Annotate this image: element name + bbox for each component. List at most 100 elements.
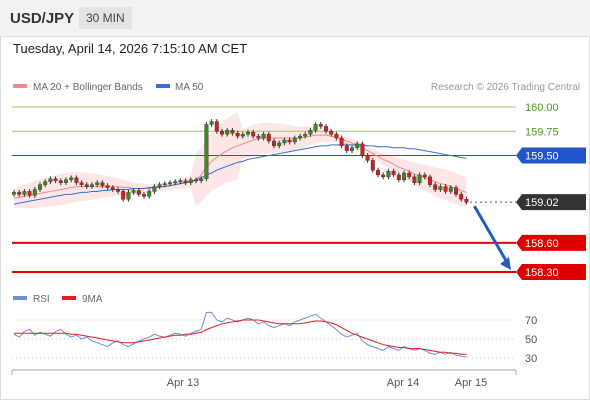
level-label-158.30: 158.30	[525, 267, 559, 279]
candle-body	[287, 139, 292, 143]
candle-body	[329, 131, 334, 135]
candle-body	[17, 192, 22, 195]
candle-body	[69, 177, 74, 180]
candle-body	[183, 180, 188, 183]
candle-body	[178, 180, 183, 183]
ma50-line	[13, 144, 467, 205]
candle-body	[230, 130, 235, 134]
candle-body	[417, 174, 422, 183]
timeframe-selector[interactable]: 30 MIN	[79, 7, 132, 29]
candle-body	[63, 179, 68, 183]
level-label-159.50: 159.50	[525, 151, 559, 163]
candle-body	[121, 191, 126, 200]
candle-body	[105, 185, 110, 188]
candle-body	[188, 179, 193, 183]
candle-body	[370, 160, 375, 171]
candle-body	[256, 135, 261, 139]
legend-ma20-swatch	[13, 84, 27, 88]
candle-body	[261, 133, 266, 139]
candle-body	[32, 189, 37, 196]
candle-body	[152, 186, 157, 192]
candle-body	[157, 184, 162, 187]
level-tag-158.60	[516, 234, 586, 251]
candle-body	[298, 135, 303, 139]
timestamp: Tuesday, April 14, 2026 7:15:10 AM CET	[13, 41, 248, 56]
rsi-tick-label-30: 30	[525, 353, 537, 365]
candle-body	[48, 178, 53, 182]
candle-body	[167, 182, 172, 185]
level-tag-158.30	[516, 264, 586, 280]
candle-body	[454, 187, 459, 195]
candle-body	[277, 142, 282, 147]
candle-body	[38, 184, 43, 190]
forecast-arrow-head	[500, 257, 511, 270]
candle-body	[407, 172, 412, 178]
candle-body	[355, 143, 360, 148]
level-label-160.00: 160.00	[525, 102, 559, 114]
candle-body	[428, 176, 433, 185]
candle-body	[27, 191, 32, 196]
candle-body	[95, 182, 100, 185]
candle-body	[360, 143, 365, 156]
candle-body	[58, 180, 63, 183]
candle-body	[193, 179, 198, 182]
candle-body	[11, 192, 16, 195]
candle-body	[131, 190, 136, 193]
candle-body	[53, 178, 58, 181]
candle-body	[464, 199, 469, 203]
candle-body	[334, 133, 339, 139]
candle-body	[272, 140, 277, 147]
candle-body	[235, 133, 240, 137]
x-tick-label-Apr-15: Apr 15	[455, 377, 487, 389]
candle-body	[115, 189, 120, 192]
candle-body	[240, 133, 245, 137]
candle-body	[251, 132, 256, 137]
level-tag-159.50	[516, 147, 586, 164]
candle-body	[147, 191, 152, 197]
legend-rsi-ma-swatch	[62, 296, 76, 300]
legend-rsi-label: RSI	[33, 294, 50, 305]
candle-body	[402, 172, 407, 180]
candle-body	[266, 133, 271, 142]
candle-body	[324, 126, 329, 132]
candle-body	[344, 145, 349, 151]
x-tick-label-Apr-13: Apr 13	[167, 377, 199, 389]
candle-body	[204, 124, 209, 180]
candle-body	[209, 121, 214, 125]
candle-body	[214, 121, 219, 132]
candle-body	[84, 184, 89, 187]
candle-body	[448, 187, 453, 192]
candle-body	[318, 124, 323, 127]
candle-body	[313, 124, 318, 131]
candle-body	[396, 174, 401, 180]
rsi-tick-label-70: 70	[525, 315, 537, 327]
candle-body	[89, 184, 94, 187]
candle-body	[381, 174, 386, 178]
candle-body	[100, 182, 105, 186]
candle-body	[245, 132, 250, 135]
bollinger-band	[14, 112, 467, 208]
candle-body	[438, 186, 443, 190]
candle-body	[74, 177, 79, 183]
candle-body	[43, 181, 48, 185]
candle-body	[303, 133, 308, 137]
candle-body	[350, 147, 355, 151]
level-label-158.60: 158.60	[525, 238, 559, 250]
candle-body	[443, 186, 448, 192]
legend-ma20-label: MA 20 + Bollinger Bands	[33, 82, 143, 93]
candle-body	[199, 178, 204, 181]
legend-ma50-swatch	[156, 84, 170, 88]
credit-text: Research © 2026 Trading Central	[431, 82, 580, 93]
legend-ma50-label: MA 50	[175, 82, 204, 93]
rsi-ma-line	[14, 319, 467, 355]
candle-body	[126, 192, 131, 200]
candle-body	[412, 176, 417, 183]
level-label-159.02: 159.02	[525, 197, 559, 209]
candle-body	[173, 181, 178, 184]
forecast-arrow-shaft	[473, 205, 510, 265]
legend-rsi-ma-label: 9MA	[82, 294, 103, 305]
candle-body	[292, 137, 297, 143]
candle-body	[339, 137, 344, 147]
x-tick-label-Apr-14: Apr 14	[387, 377, 419, 389]
